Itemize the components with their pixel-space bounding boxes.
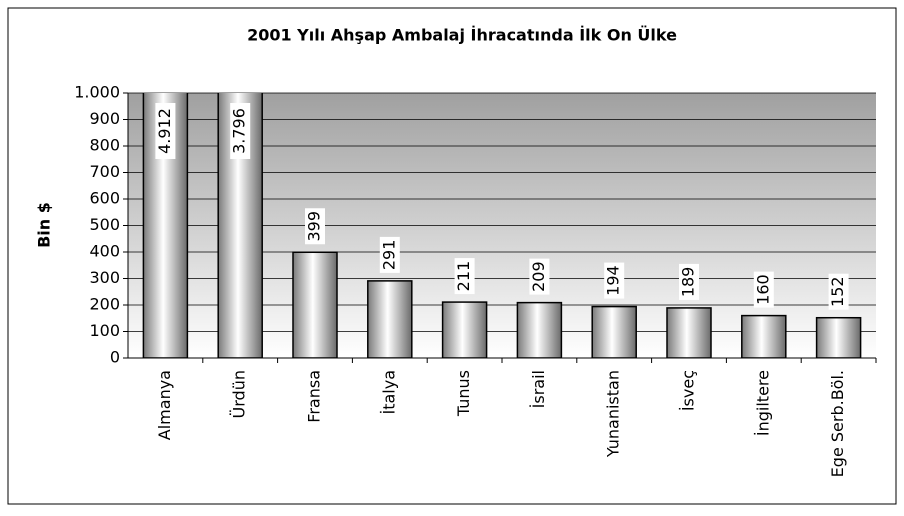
value-label-bg [155, 103, 176, 159]
x-tick-label: Yunanistan [604, 370, 623, 458]
bar [367, 280, 413, 358]
x-tick-label: İtalya [379, 370, 398, 415]
value-label-bg [828, 273, 849, 310]
bar [441, 301, 488, 358]
x-tick-label: Ürdün [230, 370, 249, 418]
value-label: 152 [828, 276, 847, 307]
value-label: 189 [679, 267, 698, 298]
y-tick-label: 1.000 [74, 83, 120, 102]
bar [815, 316, 862, 358]
x-tick-label: Tunus [454, 370, 473, 417]
bar [741, 314, 787, 358]
value-label: 4.912 [155, 108, 174, 154]
y-tick-label: 400 [89, 242, 120, 261]
x-tick-label: İsveç [679, 370, 698, 411]
value-label: 211 [454, 261, 473, 292]
value-label-bg [604, 262, 625, 299]
y-axis-label: Bin $ [35, 202, 54, 248]
y-tick-label: 0 [110, 348, 120, 367]
bar [516, 301, 563, 358]
value-label-bg [679, 263, 699, 300]
x-tick-label: Fransa [305, 370, 324, 423]
x-tick-label: İngiltere [753, 370, 772, 436]
y-tick-label: 600 [89, 189, 120, 208]
chart-title: 2001 Yılı Ahşap Ambalaj İhracatında İlk … [247, 26, 677, 45]
x-tick-label: İsrail [529, 370, 548, 408]
value-label-bg [230, 103, 251, 159]
y-tick-label: 800 [89, 136, 120, 155]
value-label: 209 [529, 261, 548, 292]
value-label-bg [753, 271, 774, 308]
value-label: 291 [379, 240, 398, 271]
value-label-bg [454, 258, 475, 295]
bar [591, 305, 637, 358]
value-label-bg [379, 236, 400, 273]
y-tick-label: 700 [89, 162, 120, 181]
value-label: 160 [753, 274, 772, 305]
y-tick-label: 900 [89, 109, 120, 128]
value-label: 3.796 [230, 108, 249, 154]
value-label: 194 [604, 265, 623, 296]
y-tick-label: 500 [89, 215, 120, 234]
y-tick-label: 200 [89, 295, 120, 314]
bar [292, 251, 338, 358]
value-label: 399 [305, 211, 324, 242]
x-tick-label: Ege Serb.Böl. [828, 370, 847, 477]
y-tick-label: 300 [89, 268, 120, 287]
x-tick-label: Almanya [155, 370, 174, 440]
value-label-bg [529, 258, 550, 295]
bar [666, 307, 712, 358]
y-tick-label: 100 [89, 321, 120, 340]
value-label-bg [305, 208, 325, 245]
